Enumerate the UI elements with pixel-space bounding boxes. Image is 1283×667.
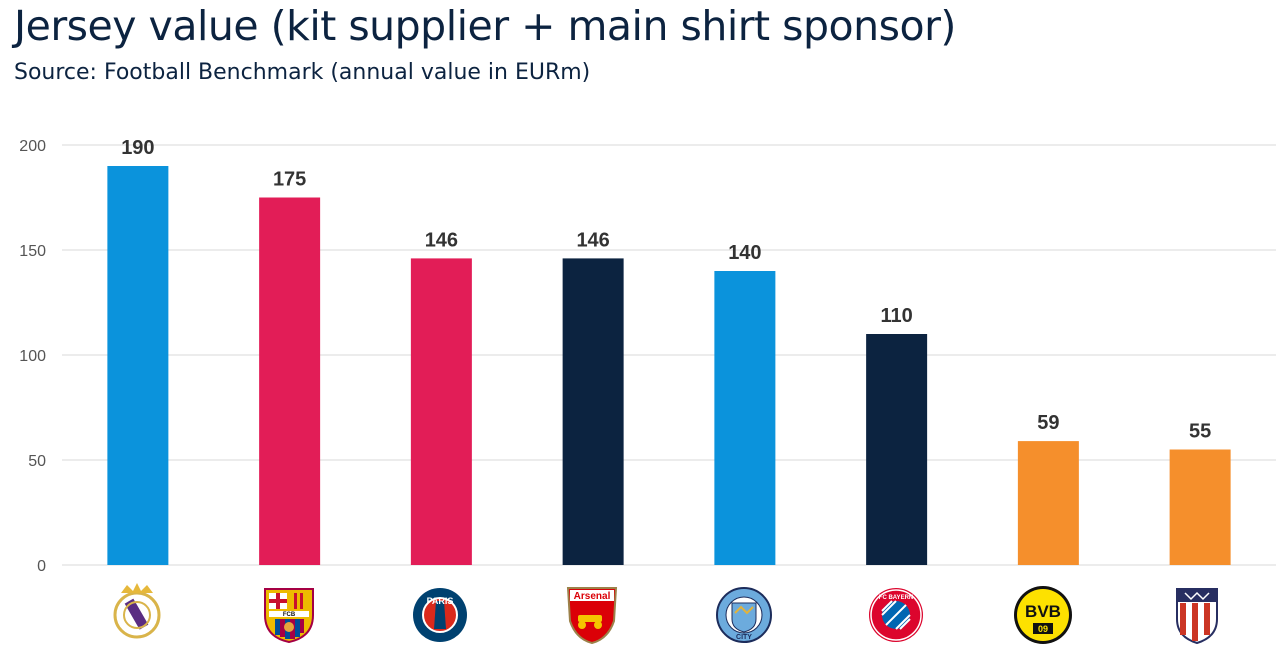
manchester-city-crest-icon: CITY [716,587,772,643]
bvb-crest-year: 09 [1038,624,1048,634]
data-label: 110 [880,305,912,327]
fcb-crest-text: FCB [283,612,296,618]
bar [259,197,321,565]
data-label: 146 [425,229,458,251]
bar [410,258,472,565]
fc-barcelona-crest-icon: FCB [264,588,314,644]
bar [107,166,169,565]
bar [866,334,928,565]
chart-subtitle: Source: Football Benchmark (annual value… [14,60,591,85]
chart-title: Jersey value (kit supplier + main shirt … [14,2,956,50]
data-label: 55 [1189,421,1211,443]
real-madrid-crest-icon [113,583,161,639]
data-label: 190 [121,137,154,159]
psg-crest-text: PARIS [427,596,454,606]
psg-crest-icon: PARIS [413,588,467,642]
y-tick-label: 100 [19,348,46,365]
city-crest-text: CITY [736,634,752,641]
y-axis-ticks: 0 50 100 150 200 [19,138,46,575]
data-label: 59 [1037,412,1059,434]
y-tick-label: 0 [37,558,46,575]
y-tick-label: 50 [28,453,46,470]
data-labels: 190 175 146 146 140 110 59 55 [121,137,1211,443]
bvb-crest-icon: BVB 09 [1014,586,1072,644]
data-label: 140 [728,242,761,264]
x-axis-crests: FCB PARIS Arsenal [113,583,1218,645]
y-tick-label: 150 [19,243,46,260]
data-label: 146 [576,229,609,251]
bayern-crest-text: FC BAYERN [879,595,913,601]
bvb-crest-text: BVB [1025,602,1061,621]
y-tick-label: 200 [19,138,46,155]
arsenal-crest-text: Arsenal [574,591,611,602]
atletico-madrid-crest-icon [1176,588,1218,645]
bar [1169,449,1231,565]
bars [107,166,1231,565]
data-label: 175 [273,169,306,191]
gridlines [62,144,1276,566]
bar [562,258,624,565]
bar [714,271,776,565]
bar [1017,441,1079,565]
arsenal-crest-icon: Arsenal [566,587,618,645]
fc-bayern-crest-icon: FC BAYERN [869,588,923,642]
